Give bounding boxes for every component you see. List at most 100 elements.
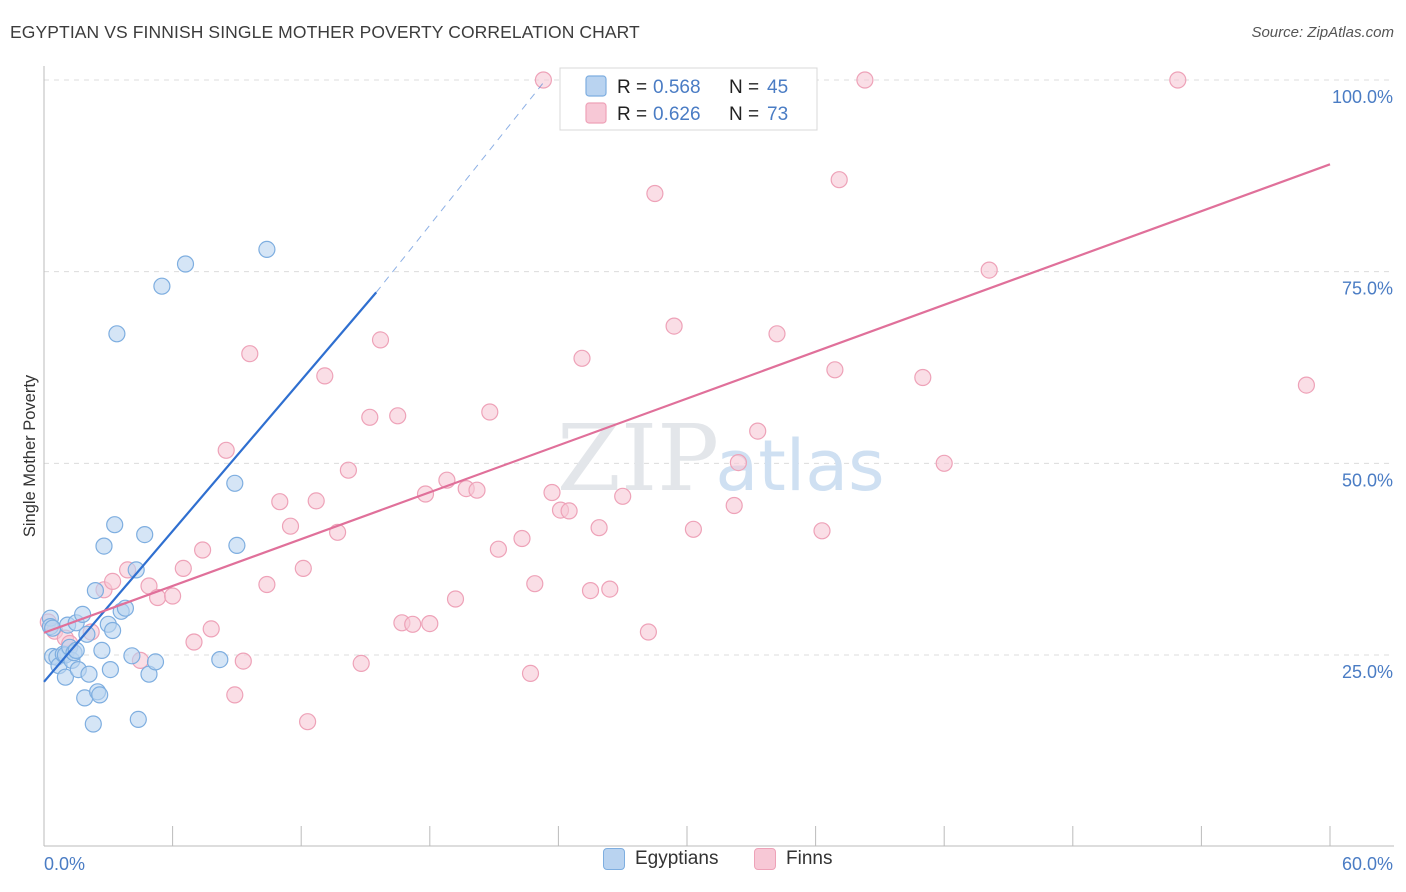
finns-point: [468, 481, 486, 499]
watermark-zip: ZIP: [557, 405, 719, 512]
finns-point: [352, 654, 370, 673]
finns-point: [1169, 71, 1187, 89]
y-tick-label: 50.0%: [1342, 470, 1393, 490]
finns-point: [749, 422, 767, 440]
legend-swatch: [585, 102, 607, 124]
egyptians-point: [211, 650, 229, 669]
finns-point: [174, 559, 192, 578]
egyptians-point: [91, 686, 109, 704]
y-tick-label: 100.0%: [1332, 87, 1393, 107]
finns-point: [389, 407, 407, 425]
finns-point: [339, 461, 357, 479]
legend-r-value: 0.568: [653, 77, 701, 98]
egyptians-point: [176, 255, 195, 273]
finns-point: [543, 483, 561, 502]
egyptians-point: [78, 625, 96, 643]
egyptians-point: [56, 668, 75, 686]
egyptians-point: [127, 561, 145, 579]
egyptians-point: [228, 536, 246, 555]
egyptians-legend-label: Egyptians: [635, 848, 719, 869]
legend-r-value: 0.626: [653, 104, 701, 125]
finns-point: [1297, 376, 1316, 394]
finns-point: [590, 519, 608, 537]
finns-point: [371, 331, 390, 349]
finns-point: [241, 345, 259, 363]
egyptians-point: [129, 710, 147, 729]
trend-lines: [43, 79, 1331, 683]
finns-point: [103, 572, 122, 591]
finns-point: [226, 686, 244, 704]
finns-swatch: [754, 848, 776, 870]
stats-legend: R = 0.568 N = 45 R = 0.626 N = 73: [559, 67, 818, 131]
finns-point: [684, 520, 703, 538]
finns-point: [521, 664, 540, 683]
egyptians-point: [136, 525, 154, 544]
egyptians-point: [95, 537, 113, 555]
legend-swatch: [585, 75, 607, 97]
egyptians-point: [258, 240, 276, 258]
egyptians-point: [80, 665, 98, 683]
finns-point: [446, 590, 465, 608]
legend-n-label: N =: [729, 104, 759, 125]
finns-point: [164, 587, 182, 605]
finns-point: [935, 454, 953, 472]
egyptians-point: [93, 641, 111, 660]
finns-point: [581, 581, 600, 600]
finns-point: [980, 261, 998, 279]
finns-point: [830, 171, 848, 189]
egyptians-swatch: [603, 848, 625, 870]
y-axis-label: Single Mother Poverty: [21, 374, 39, 537]
finns-point: [299, 713, 317, 731]
legend-item-egyptians[interactable]: Egyptians: [603, 848, 718, 870]
finns-point: [729, 454, 748, 472]
finns-point: [307, 492, 325, 510]
finns-point: [258, 575, 276, 594]
finns-point: [639, 623, 658, 641]
egyptians-point: [84, 715, 102, 733]
egyptians-point: [86, 581, 105, 600]
finns-point: [646, 184, 664, 203]
y-tick-label: 25.0%: [1342, 662, 1393, 682]
finns-point: [361, 408, 379, 426]
finns-trend-line: [43, 163, 1331, 634]
finns-point: [404, 615, 422, 633]
legend-n-value: 73: [767, 104, 788, 125]
finns-point: [316, 367, 334, 385]
finns-point: [665, 317, 683, 335]
finns-point: [534, 71, 553, 89]
finns-point: [826, 361, 844, 379]
egyptians-point: [226, 474, 244, 492]
x-tick-label: 60.0%: [1342, 854, 1393, 874]
egyptians-trend-line: [43, 291, 378, 683]
finns-point: [271, 493, 289, 511]
chart-title: EGYPTIAN VS FINNISH SINGLE MOTHER POVERT…: [10, 22, 640, 42]
finns-point: [185, 633, 203, 651]
finns-point: [202, 620, 220, 638]
finns-point: [234, 652, 252, 670]
egyptians-point: [101, 660, 120, 679]
egyptians-point: [108, 325, 126, 343]
legend-item-finns[interactable]: Finns: [754, 848, 832, 870]
finns-point: [856, 71, 874, 89]
data-points: [39, 71, 1316, 733]
finns-point: [194, 541, 212, 559]
egyptians-point: [103, 621, 122, 640]
finns-point: [560, 502, 578, 520]
egyptians-trend-extension: [375, 79, 546, 293]
finns-point: [481, 403, 499, 421]
finns-point: [526, 575, 544, 593]
egyptians-point: [123, 647, 141, 665]
legend-n-label: N =: [729, 77, 759, 98]
axis-labels: 25.0% 50.0% 75.0% 100.0% 0.0% 60.0% Single Mot…: [21, 87, 1393, 874]
finns-point: [294, 559, 312, 578]
legend-r-label: R =: [617, 104, 647, 125]
finns-point: [421, 614, 439, 633]
finns-point: [217, 441, 235, 459]
grid-lines: [44, 79, 1394, 656]
finns-point: [513, 529, 531, 548]
finns-point: [725, 496, 743, 515]
finns-point: [914, 368, 932, 387]
source-label: Source: ZipAtlas.com: [1251, 24, 1394, 41]
x-tick-label: 0.0%: [44, 854, 85, 874]
